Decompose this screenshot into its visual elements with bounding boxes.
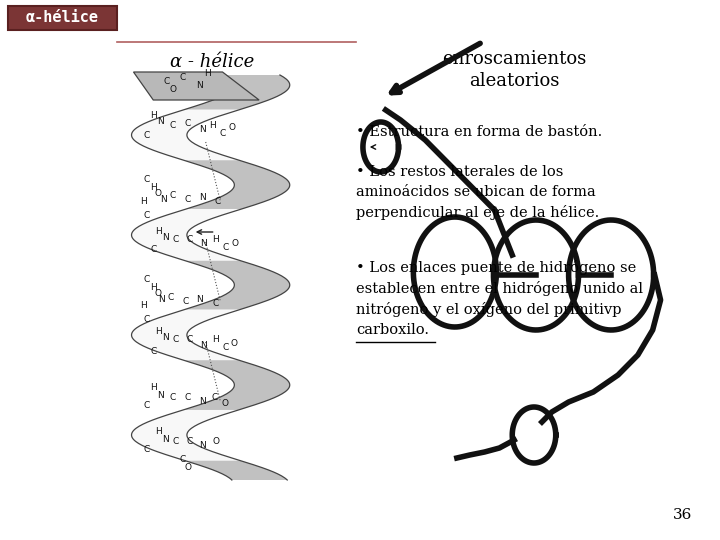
Text: N: N <box>162 233 168 242</box>
Text: C: C <box>173 335 179 345</box>
Text: H: H <box>150 383 157 393</box>
Text: N: N <box>197 295 203 305</box>
Text: C: C <box>222 343 228 353</box>
Polygon shape <box>184 160 289 209</box>
Text: C: C <box>143 315 150 325</box>
Text: H: H <box>212 235 219 245</box>
Polygon shape <box>185 461 287 480</box>
Text: C: C <box>220 129 225 138</box>
Text: O: O <box>229 124 236 132</box>
Text: C: C <box>143 275 150 285</box>
Text: C: C <box>150 348 156 356</box>
Text: C: C <box>180 456 186 464</box>
Text: O: O <box>169 85 176 94</box>
Text: N: N <box>160 194 166 204</box>
Polygon shape <box>184 75 289 110</box>
Text: 36: 36 <box>673 508 692 522</box>
Text: • Estructura en forma de bastón.: • Estructura en forma de bastón. <box>356 125 602 139</box>
Text: C: C <box>215 198 221 206</box>
Text: C: C <box>143 446 150 455</box>
Text: H: H <box>155 428 161 436</box>
Text: C: C <box>186 235 193 245</box>
Text: H: H <box>155 327 161 336</box>
Text: C: C <box>212 394 217 402</box>
Text: H: H <box>140 300 147 309</box>
Text: enroscamientos
aleatorios: enroscamientos aleatorios <box>442 50 586 90</box>
Text: O: O <box>222 400 229 408</box>
Text: C: C <box>150 246 156 254</box>
Text: C: C <box>143 176 150 185</box>
Text: C: C <box>212 300 219 308</box>
Text: N: N <box>199 125 206 134</box>
Text: H: H <box>210 120 216 130</box>
Text: C: C <box>170 191 176 199</box>
Text: α - hélice: α - hélice <box>171 53 255 71</box>
Text: C: C <box>168 293 174 301</box>
Text: N: N <box>200 240 207 248</box>
Text: • Los restos laterales de los
aminoácidos se ubican de forma
perpendicular al ej: • Los restos laterales de los aminoácido… <box>356 165 599 219</box>
Text: C: C <box>186 436 193 446</box>
Polygon shape <box>133 72 259 100</box>
Text: C: C <box>143 211 150 219</box>
Text: C: C <box>183 298 189 307</box>
Text: α-hélice: α-hélice <box>26 10 99 25</box>
Text: C: C <box>143 401 150 409</box>
Text: N: N <box>162 435 168 443</box>
Text: N: N <box>199 441 206 449</box>
Text: O: O <box>232 240 239 248</box>
Text: O: O <box>184 462 192 471</box>
Text: C: C <box>163 78 169 86</box>
Text: N: N <box>197 80 203 90</box>
FancyBboxPatch shape <box>8 6 117 30</box>
Text: C: C <box>180 73 186 83</box>
Text: H: H <box>150 111 157 119</box>
Text: H: H <box>212 335 219 345</box>
Text: N: N <box>162 334 168 342</box>
Polygon shape <box>132 75 289 480</box>
Text: C: C <box>173 436 179 446</box>
Text: C: C <box>222 244 228 253</box>
Text: N: N <box>157 390 163 400</box>
Text: N: N <box>200 341 207 349</box>
Polygon shape <box>183 360 289 410</box>
Text: C: C <box>143 131 150 139</box>
Text: H: H <box>150 282 157 292</box>
Text: C: C <box>185 195 191 205</box>
Text: C: C <box>173 235 179 245</box>
Text: O: O <box>212 436 219 446</box>
Polygon shape <box>184 261 289 309</box>
Text: N: N <box>199 397 206 407</box>
Text: H: H <box>150 183 157 192</box>
Text: N: N <box>157 118 163 126</box>
Text: C: C <box>170 393 176 402</box>
Text: C: C <box>186 335 193 345</box>
Text: • Los enlaces puente de hidrógeno se
establecen entre el hidrógeno unido al
nitr: • Los enlaces puente de hidrógeno se est… <box>356 260 643 336</box>
Text: H: H <box>204 69 211 78</box>
Text: O: O <box>231 340 238 348</box>
Text: C: C <box>185 118 191 127</box>
Text: C: C <box>170 120 176 130</box>
Text: O: O <box>155 188 162 198</box>
Text: N: N <box>199 193 206 202</box>
Text: H: H <box>155 227 161 237</box>
Text: O: O <box>155 288 162 298</box>
Text: N: N <box>158 295 165 305</box>
Text: H: H <box>140 198 147 206</box>
Text: C: C <box>185 393 191 402</box>
